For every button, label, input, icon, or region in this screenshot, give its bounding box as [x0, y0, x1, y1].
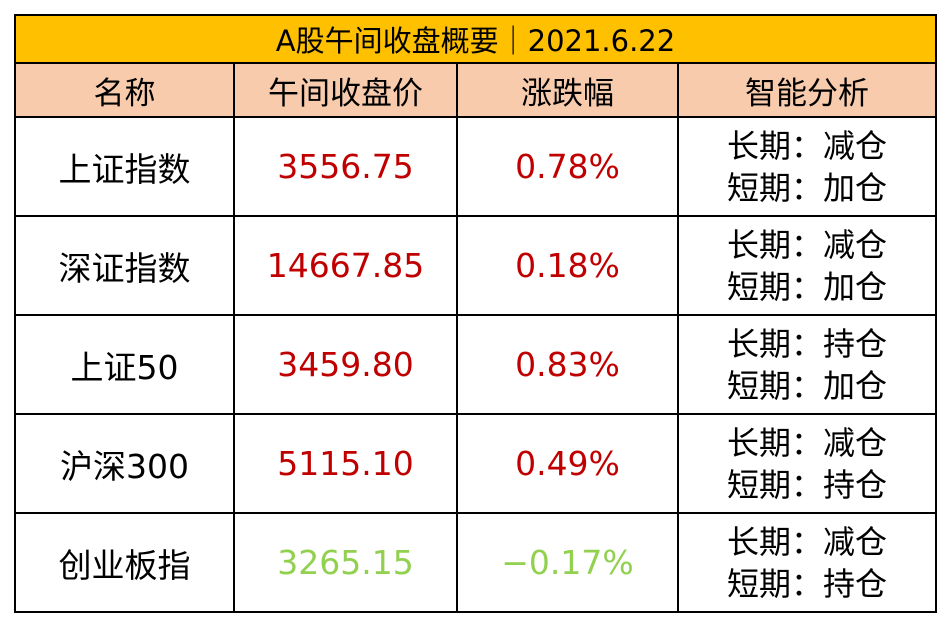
analysis-line: 长期：减仓 — [726, 126, 887, 165]
index-name: 深证指数 — [14, 215, 235, 316]
price: 3459.80 — [233, 314, 458, 415]
analysis-line: 短期：加仓 — [726, 267, 887, 306]
price: 3556.75 — [233, 116, 458, 217]
analysis-line: 长期：减仓 — [726, 225, 887, 264]
analysis-line: 短期：持仓 — [726, 465, 887, 504]
index-name: 上证指数 — [14, 116, 235, 217]
table-body: A股午间收盘概要｜2021.6.22 名称 午间收盘价 涨跌幅 智能分析 上证指数 35… — [14, 14, 937, 613]
analysis: 长期：减仓 短期：加仓 — [677, 116, 937, 217]
change: 0.78% — [456, 116, 679, 217]
header-cell: 智能分析 — [677, 62, 937, 118]
table-title: A股午间收盘概要｜2021.6.22 — [14, 14, 937, 64]
analysis: 长期：持仓 短期：加仓 — [677, 314, 937, 415]
data-row: 沪深300 5115.10 0.49% 长期：减仓 短期：持仓 — [14, 413, 937, 514]
analysis: 长期：减仓 短期：持仓 — [677, 512, 937, 613]
analysis-line: 短期：加仓 — [726, 366, 887, 405]
data-row: 上证50 3459.80 0.83% 长期：持仓 短期：加仓 — [14, 314, 937, 415]
change: 0.83% — [456, 314, 679, 415]
index-name: 创业板指 — [14, 512, 235, 613]
header-cell: 名称 — [14, 62, 235, 118]
analysis: 长期：减仓 短期：加仓 — [677, 215, 937, 316]
data-row: 上证指数 3556.75 0.78% 长期：减仓 短期：加仓 — [14, 116, 937, 217]
analysis-line: 短期：加仓 — [726, 168, 887, 207]
price: 14667.85 — [233, 215, 458, 316]
change: 0.49% — [456, 413, 679, 514]
index-name: 上证50 — [14, 314, 235, 415]
analysis-line: 长期：减仓 — [726, 522, 887, 561]
data-row: 创业板指 3265.15 −0.17% 长期：减仓 短期：持仓 — [14, 512, 937, 613]
change: 0.18% — [456, 215, 679, 316]
price: 5115.10 — [233, 413, 458, 514]
data-row: 深证指数 14667.85 0.18% 长期：减仓 短期：加仓 — [14, 215, 937, 316]
title-row: A股午间收盘概要｜2021.6.22 — [14, 14, 937, 64]
summary-table: A股午间收盘概要｜2021.6.22 名称 午间收盘价 涨跌幅 智能分析 上证指数 35… — [14, 14, 937, 613]
analysis-line: 短期：持仓 — [726, 564, 887, 603]
index-name: 沪深300 — [14, 413, 235, 514]
header-cell: 午间收盘价 — [233, 62, 458, 118]
header-cell: 涨跌幅 — [456, 62, 679, 118]
analysis: 长期：减仓 短期：持仓 — [677, 413, 937, 514]
change: −0.17% — [456, 512, 679, 613]
price: 3265.15 — [233, 512, 458, 613]
analysis-line: 长期：减仓 — [726, 423, 887, 462]
analysis-line: 长期：持仓 — [726, 324, 887, 363]
header-row: 名称 午间收盘价 涨跌幅 智能分析 — [14, 62, 937, 118]
